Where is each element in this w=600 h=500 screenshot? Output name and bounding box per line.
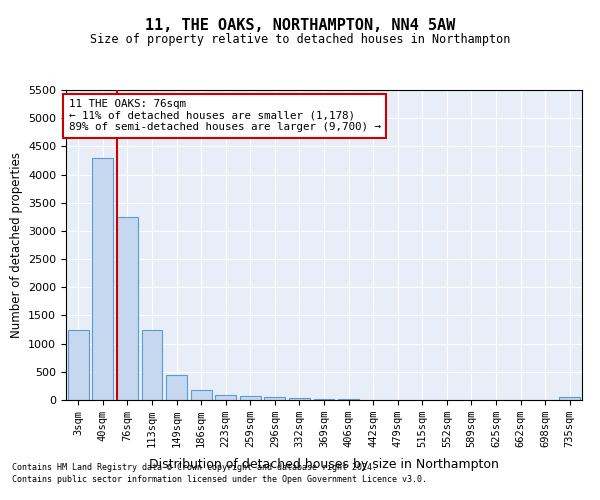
Text: 11, THE OAKS, NORTHAMPTON, NN4 5AW: 11, THE OAKS, NORTHAMPTON, NN4 5AW <box>145 18 455 32</box>
Text: 11 THE OAKS: 76sqm
← 11% of detached houses are smaller (1,178)
89% of semi-deta: 11 THE OAKS: 76sqm ← 11% of detached hou… <box>68 100 380 132</box>
Bar <box>117 217 138 400</box>
Bar <box>166 374 187 400</box>
X-axis label: Distribution of detached houses by size in Northampton: Distribution of detached houses by size … <box>149 458 499 471</box>
Bar <box>559 397 580 400</box>
Text: Contains public sector information licensed under the Open Government Licence v3: Contains public sector information licen… <box>12 475 427 484</box>
Text: Size of property relative to detached houses in Northampton: Size of property relative to detached ho… <box>90 32 510 46</box>
Bar <box>142 330 163 400</box>
Bar <box>191 390 212 400</box>
Bar <box>215 395 236 400</box>
Text: Contains HM Land Registry data © Crown copyright and database right 2024.: Contains HM Land Registry data © Crown c… <box>12 464 377 472</box>
Bar <box>314 399 334 400</box>
Bar <box>240 396 261 400</box>
Bar <box>265 398 286 400</box>
Bar <box>92 158 113 400</box>
Bar <box>68 330 89 400</box>
Y-axis label: Number of detached properties: Number of detached properties <box>10 152 23 338</box>
Bar <box>289 398 310 400</box>
